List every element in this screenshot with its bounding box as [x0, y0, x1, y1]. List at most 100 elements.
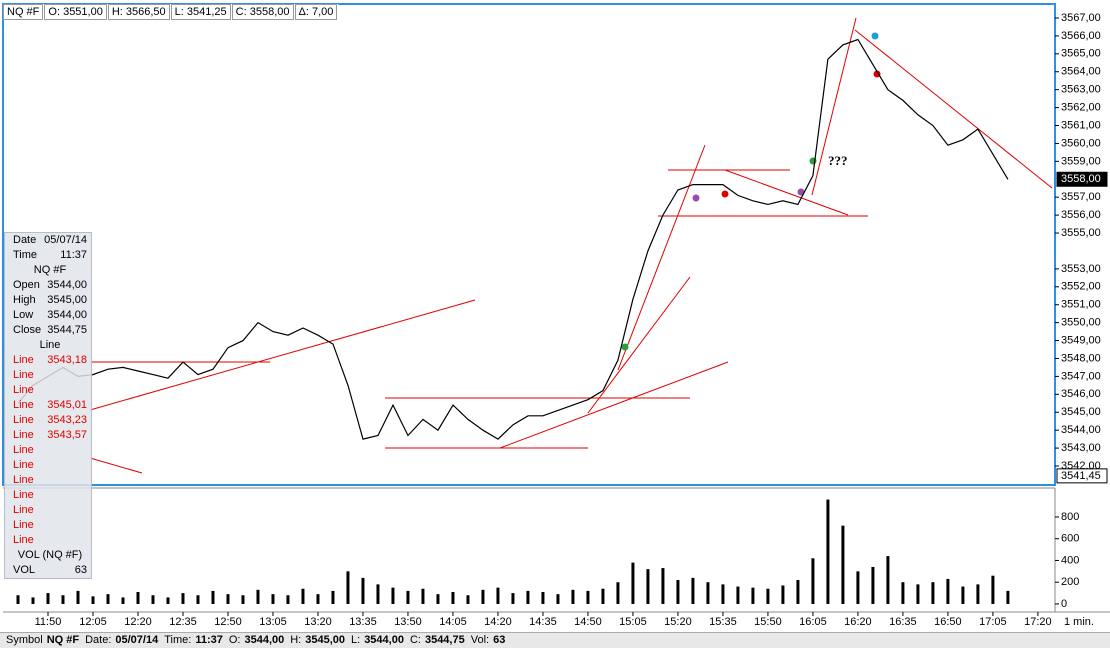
price-line	[17, 38, 1009, 440]
volume-bar	[781, 585, 785, 604]
status-field: H:	[290, 634, 302, 646]
y-tick-label: 3559,00	[1061, 155, 1101, 167]
volume-bar	[586, 590, 590, 604]
y-tick-label: 3551,00	[1061, 299, 1101, 311]
row-value: 3544,00	[47, 309, 87, 321]
y-tick-label: 200	[1061, 576, 1079, 588]
data-row: Line 3545,01	[5, 398, 91, 413]
header-field: H: 3566,50	[107, 4, 170, 20]
status-field: Time:	[164, 634, 192, 646]
data-row: Line	[5, 503, 91, 518]
header-field: NQ #F	[3, 4, 44, 20]
y-tick-label: 3552,00	[1061, 281, 1101, 293]
x-tick-label: 11:50	[35, 616, 62, 628]
status-field: C:	[409, 634, 421, 646]
trendline	[617, 144, 706, 371]
volume-bar	[316, 594, 320, 604]
y-tick-label: 3563,00	[1061, 84, 1101, 96]
volume-bar	[646, 569, 650, 604]
volume-bar	[406, 590, 410, 604]
x-tick-label: 16:05	[799, 616, 827, 628]
y-tick-label: 3561,00	[1061, 119, 1101, 131]
row-value: 3543,57	[47, 429, 87, 441]
volume-bar	[181, 593, 185, 604]
y-tick-label: 3566,00	[1061, 30, 1101, 42]
row-label: Line	[13, 399, 34, 411]
y-tick-label: 0	[1061, 598, 1067, 610]
volume-bar	[901, 582, 905, 604]
dot	[721, 190, 729, 198]
volume-bar	[226, 594, 230, 604]
x-tick-label: 15:05	[619, 616, 647, 628]
row-label: Line	[13, 459, 34, 471]
y-tick-label: 3543,00	[1061, 442, 1101, 454]
row-label: Line	[13, 519, 34, 531]
status-field: Vol:	[470, 634, 490, 646]
price-label-box	[1056, 468, 1108, 484]
x-tick-label: 14:50	[574, 616, 602, 628]
volume-bar	[556, 594, 560, 604]
data-row: Close 3544,75	[5, 323, 91, 338]
x-tick-label: 13:05	[259, 616, 287, 628]
row-label: Open	[13, 279, 40, 291]
volume-bar	[211, 590, 215, 604]
y-tick-label: 3544,00	[1061, 424, 1101, 436]
volume-bar	[541, 591, 545, 604]
data-row: Line	[5, 338, 91, 353]
row-value: 11:37	[60, 249, 87, 261]
row-value: 3544,00	[47, 279, 87, 291]
dot	[797, 188, 805, 196]
x-tick-label: 15:20	[664, 616, 692, 628]
status-field: Symbol	[6, 634, 43, 646]
data-row: VOL (NQ #F)	[5, 548, 91, 563]
data-row: Date 05/07/14	[5, 233, 91, 248]
status-field: 3544,00	[364, 634, 404, 646]
volume-bar	[841, 525, 845, 604]
volume-bar	[301, 588, 305, 604]
volume-bar	[196, 595, 200, 604]
volume-bar	[511, 593, 515, 604]
row-label: Line	[13, 444, 34, 456]
annotation: ???	[828, 153, 848, 168]
dot	[871, 32, 879, 40]
y-tick-label: 3567,00	[1061, 12, 1101, 24]
volume-bar	[826, 499, 830, 604]
row-value: 3543,23	[47, 414, 87, 426]
x-tick-label: 15:35	[709, 616, 737, 628]
y-tick-label: 3557,00	[1061, 191, 1101, 203]
volume-bar	[376, 584, 380, 604]
row-value: 05/07/14	[44, 234, 87, 246]
volume-bar	[931, 582, 935, 604]
x-tick-label: 13:35	[349, 616, 377, 628]
x-tick-label: 16:50	[934, 616, 962, 628]
volume-bar	[976, 584, 980, 604]
volume-bar	[46, 593, 50, 604]
volume-bar	[766, 588, 770, 604]
y-tick-label: 3562,00	[1061, 101, 1101, 113]
row-label: Time	[13, 249, 38, 261]
status-field: O:	[228, 634, 241, 646]
price-label-box	[1056, 171, 1108, 187]
dot	[873, 70, 881, 78]
y-tick-label: 3550,00	[1061, 317, 1101, 329]
data-row: Time 11:37	[5, 248, 91, 263]
x-tick-label: 14:35	[529, 616, 557, 628]
dot	[621, 343, 629, 351]
data-row: Line	[5, 533, 91, 548]
data-row: Low 3544,00	[5, 308, 91, 323]
volume-bar	[751, 587, 755, 604]
x-tick-label: 16:35	[889, 616, 917, 628]
volume-bar	[451, 591, 455, 604]
volume-bar	[946, 578, 950, 604]
trendlines	[89, 17, 1053, 474]
y-tick-label: 3556,00	[1061, 209, 1101, 221]
volume-bar	[76, 590, 80, 604]
price-panel	[2, 3, 1056, 486]
x-tick-label: 14:20	[484, 616, 512, 628]
row-label: VOL	[13, 564, 36, 576]
x-tick-label: 14:05	[439, 616, 467, 628]
volume-bar	[436, 594, 440, 604]
data-row: NQ #F	[5, 263, 91, 278]
volume-bar	[121, 597, 125, 604]
